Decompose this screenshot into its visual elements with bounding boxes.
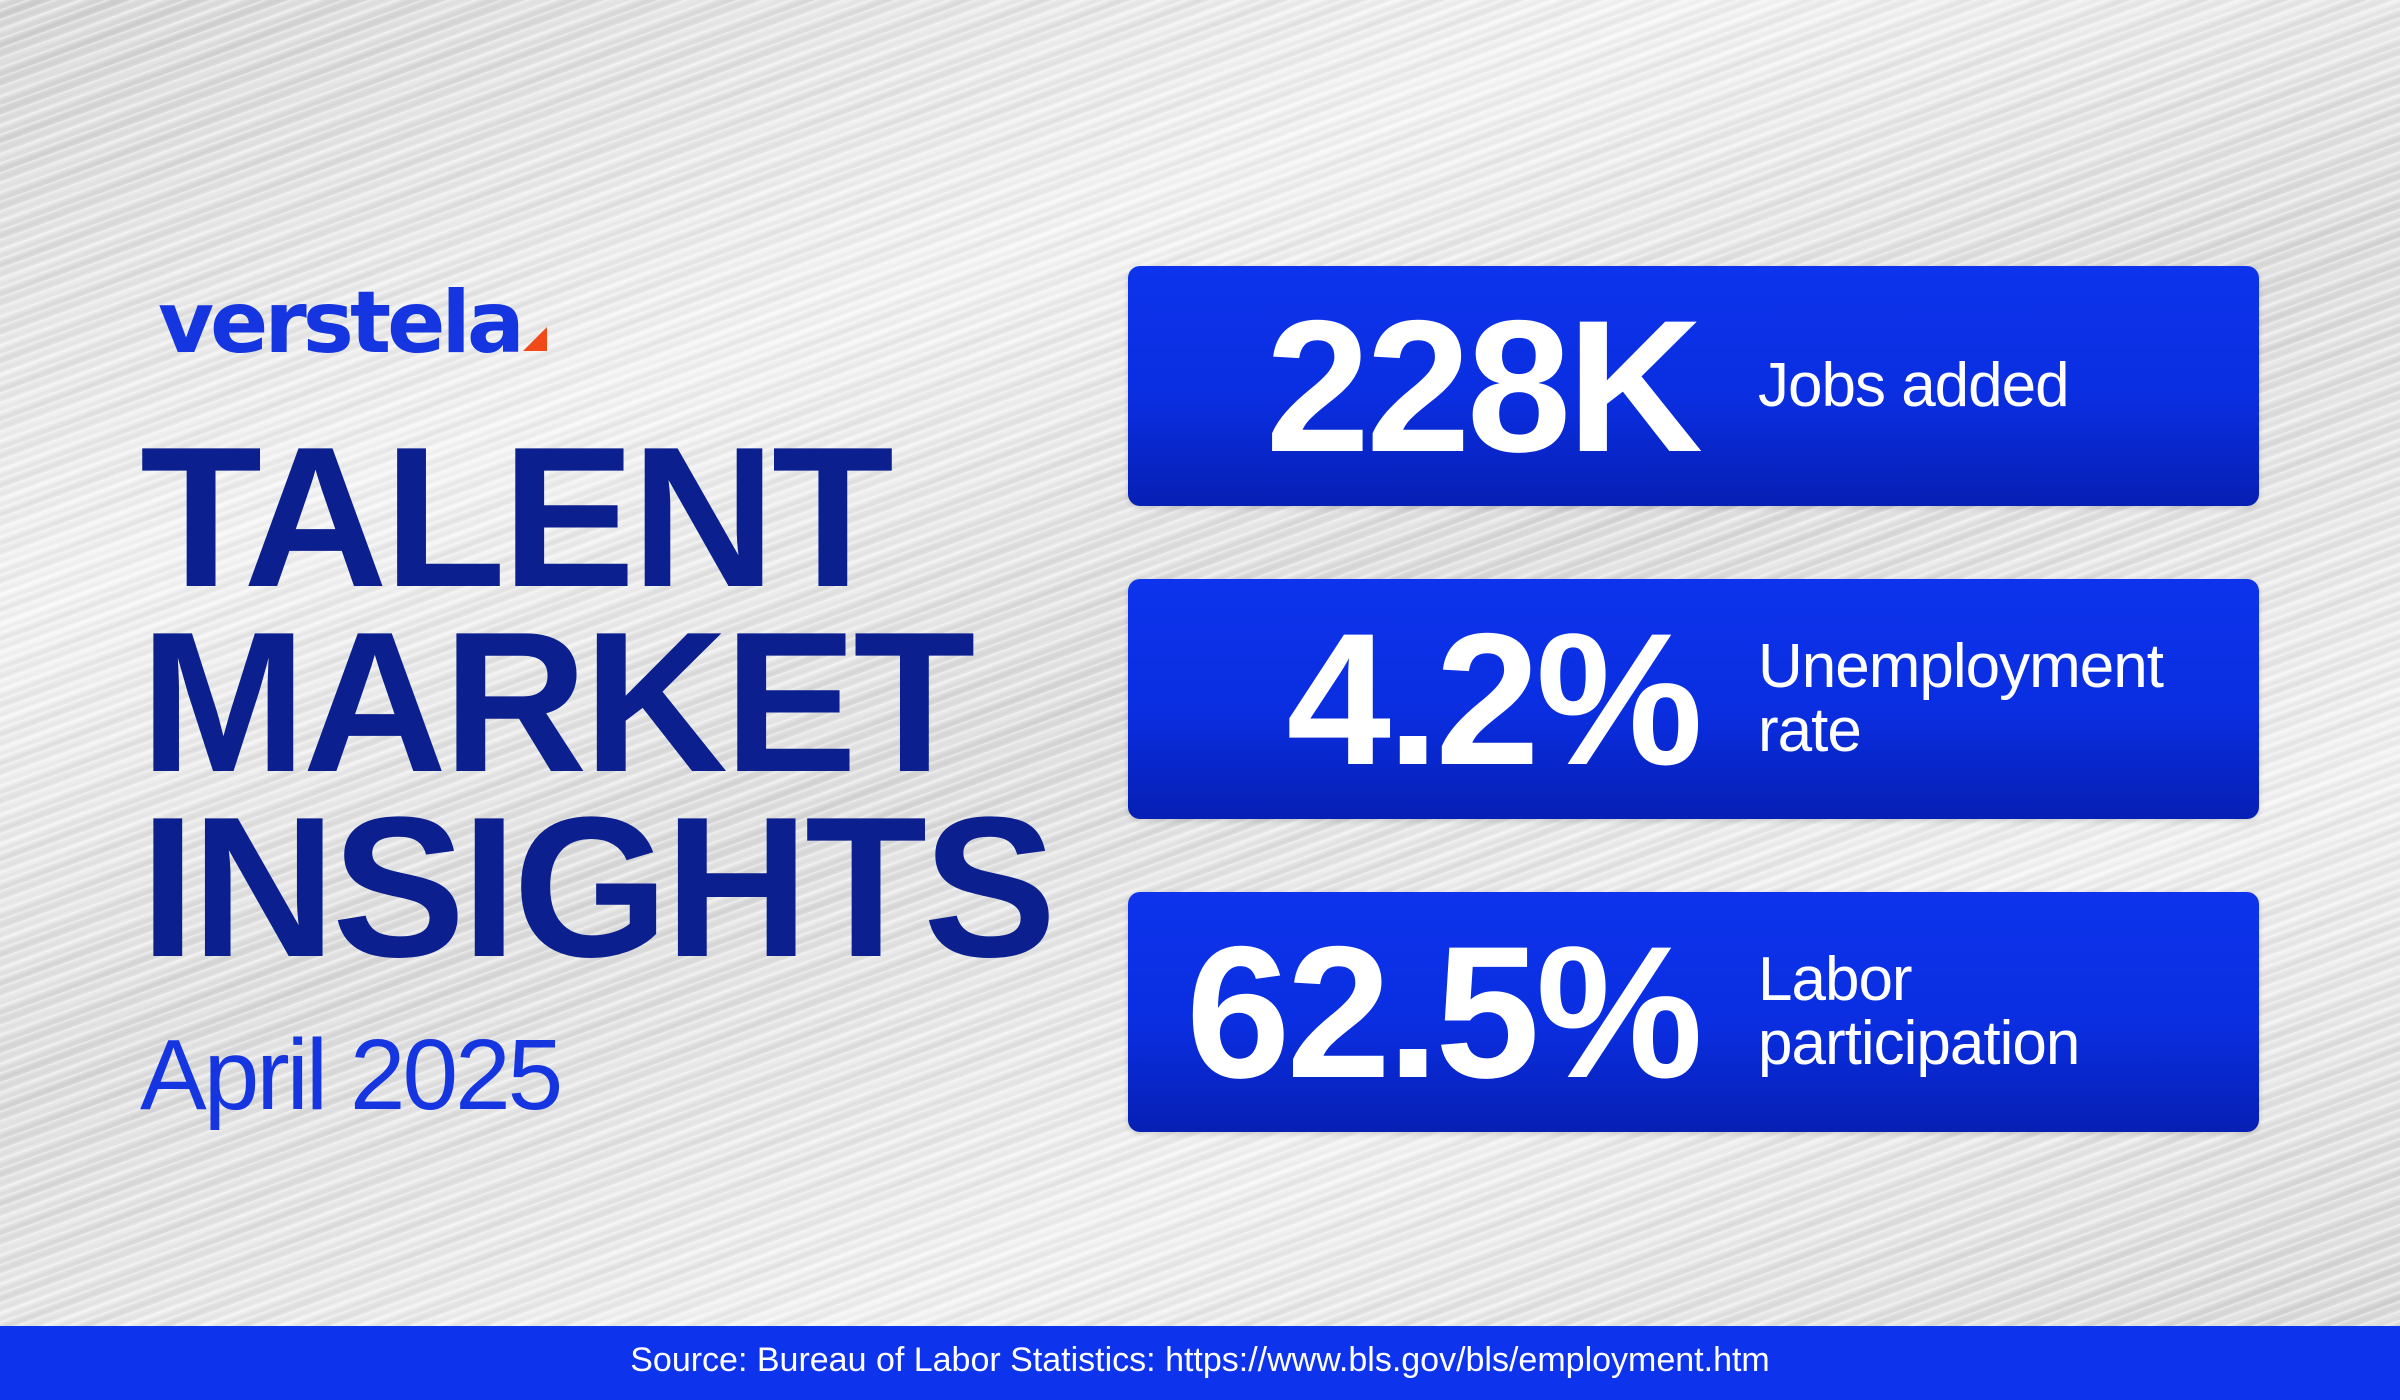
- stat-card-labor-participation: 62.5% Labor participation: [1128, 892, 2259, 1132]
- logo-wordmark: verstela: [158, 273, 525, 373]
- title-line-2: MARKET: [140, 591, 975, 814]
- stat-card-unemployment-rate: 4.2% Unemployment rate: [1128, 579, 2259, 819]
- stat-value: 228K: [1265, 281, 1703, 491]
- source-text: Source: Bureau of Labor Statistics: http…: [630, 1341, 1770, 1379]
- source-footer: Source: Bureau of Labor Statistics: http…: [0, 1326, 2400, 1400]
- logo-accent-triangle-icon: [522, 327, 547, 351]
- title-line-1: TALENT: [140, 406, 894, 629]
- report-date: April 2025: [140, 1019, 563, 1131]
- stat-label: Unemployment rate: [1758, 632, 2164, 765]
- page-title: TALENT MARKET INSIGHTS: [140, 406, 1060, 999]
- title-line-3: INSIGHTS: [140, 776, 1057, 999]
- stat-value: 4.2%: [1286, 594, 1703, 804]
- verstela-logo: verstela: [158, 278, 547, 368]
- stat-value: 62.5%: [1185, 907, 1703, 1117]
- stat-label: Jobs added: [1758, 351, 2070, 420]
- stat-card-jobs-added: 228K Jobs added: [1128, 266, 2259, 506]
- stat-label: Labor participation: [1758, 945, 2080, 1078]
